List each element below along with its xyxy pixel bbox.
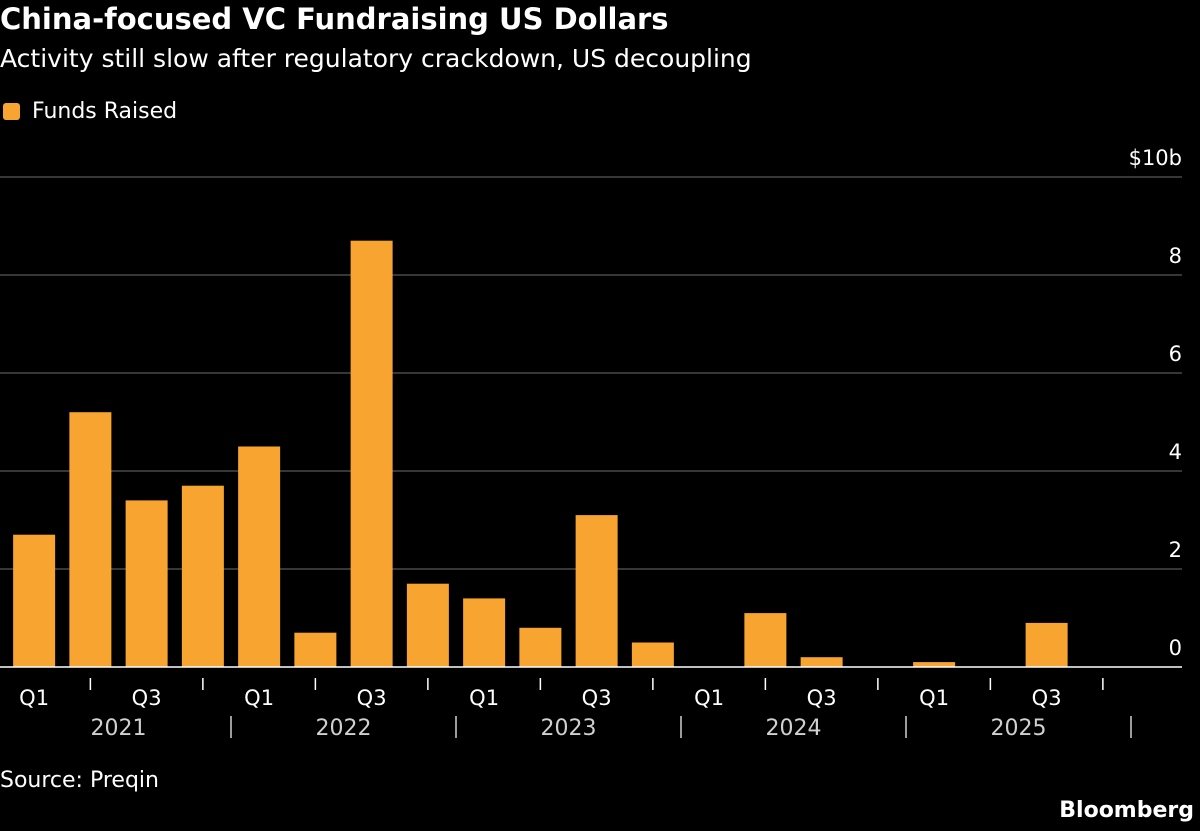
x-tick-label: Q3 bbox=[357, 686, 387, 710]
y-tick-label: 8 bbox=[1169, 244, 1182, 268]
bloomberg-logo: Bloomberg bbox=[1059, 798, 1194, 823]
x-tick-label: Q3 bbox=[132, 686, 162, 710]
bar bbox=[463, 598, 506, 667]
year-label: 2025 bbox=[991, 716, 1047, 741]
x-tick-label: Q3 bbox=[582, 686, 612, 710]
bar bbox=[631, 642, 674, 667]
y-tick-label: 0 bbox=[1169, 636, 1182, 660]
bar bbox=[238, 446, 281, 667]
bar bbox=[350, 240, 393, 667]
year-label: 2021 bbox=[91, 716, 147, 741]
y-tick-label: 6 bbox=[1169, 342, 1182, 366]
bar bbox=[575, 515, 618, 667]
chart-subtitle: Activity still slow after regulatory cra… bbox=[0, 44, 752, 73]
year-label: 2024 bbox=[766, 716, 822, 741]
bar bbox=[125, 500, 168, 667]
x-tick-label: Q1 bbox=[694, 686, 724, 710]
bar bbox=[913, 662, 956, 667]
x-axis: Q1 Q3 Q1 Q3 Q1 Q3 Q1 Q3 Q1 Q3 2021 2022 2023 2024 2025 bbox=[0, 666, 1182, 741]
legend: Funds Raised bbox=[3, 99, 177, 124]
bar bbox=[69, 412, 112, 667]
x-tick-label: Q3 bbox=[1032, 686, 1062, 710]
y-tick-label: 2 bbox=[1169, 538, 1182, 562]
x-tick-label: Q1 bbox=[469, 686, 499, 710]
x-tick-label: Q3 bbox=[807, 686, 837, 710]
x-tick-label: Q1 bbox=[919, 686, 949, 710]
y-tick-label: $10b bbox=[1129, 146, 1182, 170]
bars bbox=[13, 240, 1068, 667]
y-tick-label: 4 bbox=[1169, 440, 1182, 464]
source-note: Source: Preqin bbox=[0, 768, 159, 793]
legend-swatch bbox=[3, 103, 20, 120]
y-axis-labels: 0 2 4 6 8 $10b bbox=[1129, 146, 1182, 660]
chart-title: China-focused VC Fundraising US Dollars bbox=[0, 2, 669, 36]
bar bbox=[800, 657, 843, 667]
gridlines bbox=[0, 176, 1182, 570]
year-label: 2023 bbox=[541, 716, 597, 741]
bar bbox=[406, 583, 449, 667]
bar bbox=[744, 613, 787, 667]
legend-label: Funds Raised bbox=[32, 99, 178, 124]
bar bbox=[1025, 622, 1068, 667]
x-tick-label: Q1 bbox=[19, 686, 49, 710]
bar bbox=[519, 627, 562, 667]
x-tick-label: Q1 bbox=[244, 686, 274, 710]
bar bbox=[13, 534, 56, 667]
year-label: 2022 bbox=[316, 716, 372, 741]
bar bbox=[181, 485, 224, 667]
bar bbox=[294, 632, 337, 667]
